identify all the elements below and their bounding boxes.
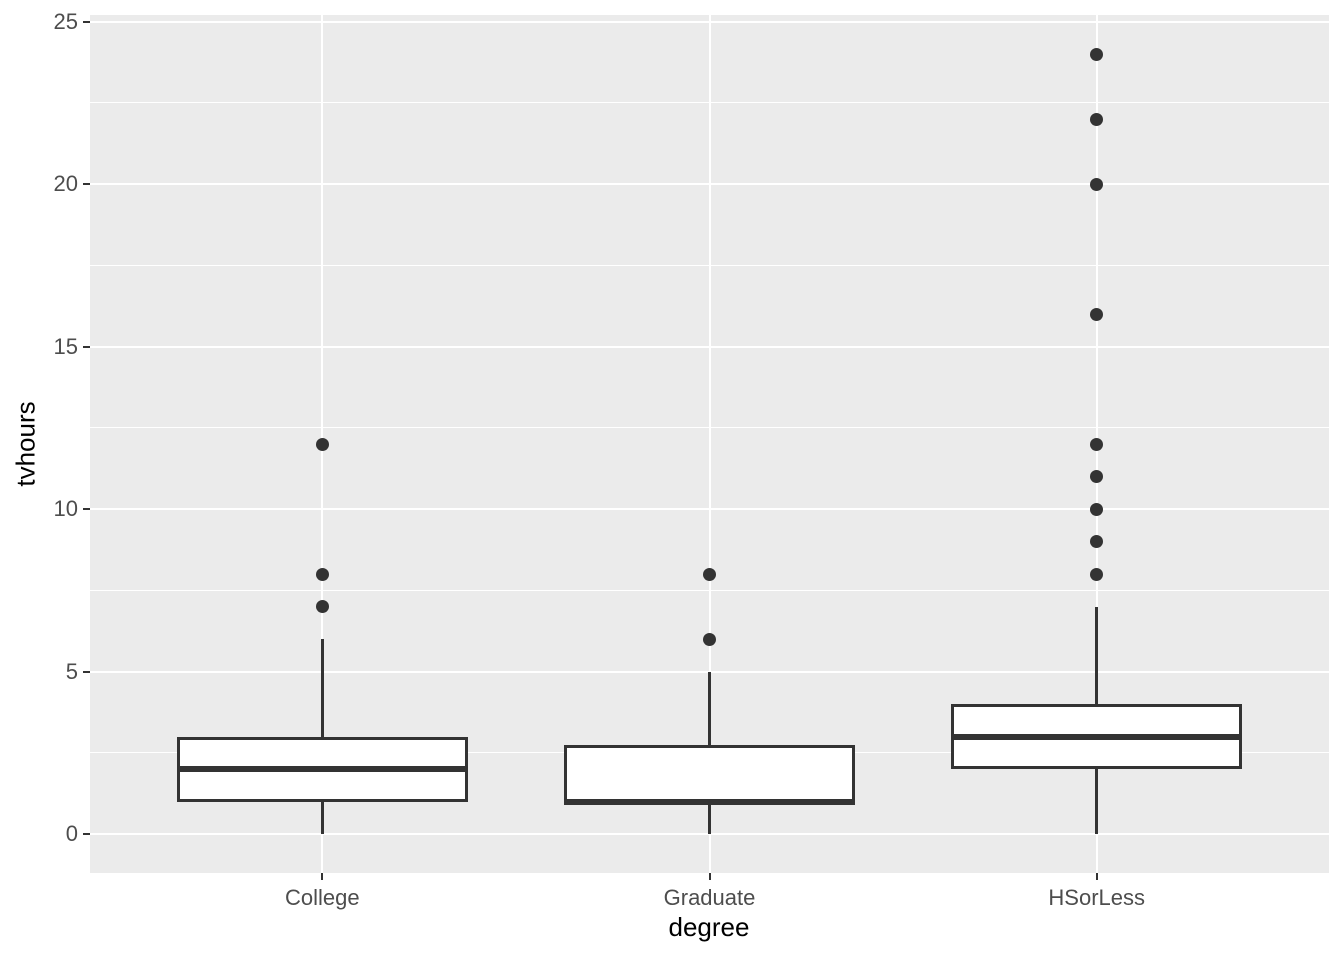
outlier-point: [1090, 502, 1104, 516]
outlier-point: [315, 437, 329, 451]
lower-whisker: [1095, 769, 1099, 834]
outlier-point: [315, 600, 329, 613]
y-tick-label: 20: [53, 171, 78, 196]
outlier-point: [1090, 567, 1104, 581]
outlier-point: [1090, 47, 1104, 61]
y-tick-mark: [83, 670, 90, 673]
upper-whisker: [708, 671, 711, 745]
x-tick-label: College: [285, 885, 360, 910]
y-tick-mark: [83, 833, 90, 835]
lower-whisker: [708, 801, 711, 834]
y-tick-label: 25: [53, 8, 78, 34]
y-tick-mark: [83, 20, 90, 23]
outlier-point: [1090, 307, 1104, 321]
x-axis-title: degree: [668, 912, 750, 942]
outlier-point: [315, 567, 329, 581]
y-tick-label: 0: [65, 821, 78, 846]
y-tick-mark: [83, 183, 90, 185]
lower-whisker: [320, 801, 324, 834]
y-tick-label: 10: [53, 496, 78, 521]
outlier-point: [1090, 470, 1104, 483]
outlier-point: [703, 567, 716, 581]
y-tick-mark: [83, 508, 90, 510]
x-tick-label: HSorLess: [1048, 885, 1145, 910]
upper-whisker: [1095, 606, 1099, 704]
median-line: [951, 733, 1242, 740]
y-tick-mark: [83, 345, 90, 348]
y-axis-title: tvhours: [10, 401, 41, 487]
median-line: [177, 766, 468, 772]
outlier-point: [1090, 437, 1104, 451]
x-tick-mark: [708, 873, 711, 880]
gridline-vertical: [708, 15, 711, 873]
y-tick-label: 15: [53, 333, 78, 359]
box-iqr: [564, 744, 855, 802]
outlier-point: [1090, 535, 1104, 548]
y-tick-label: 5: [65, 658, 78, 684]
x-tick-mark: [321, 873, 324, 880]
median-line: [564, 798, 855, 805]
outlier-point: [1090, 112, 1104, 126]
outlier-point: [1090, 177, 1104, 191]
upper-whisker: [320, 639, 324, 737]
x-tick-label: Graduate: [663, 885, 756, 910]
plot-panel: [90, 15, 1329, 873]
x-tick-mark: [1095, 873, 1098, 880]
outlier-point: [703, 632, 716, 646]
